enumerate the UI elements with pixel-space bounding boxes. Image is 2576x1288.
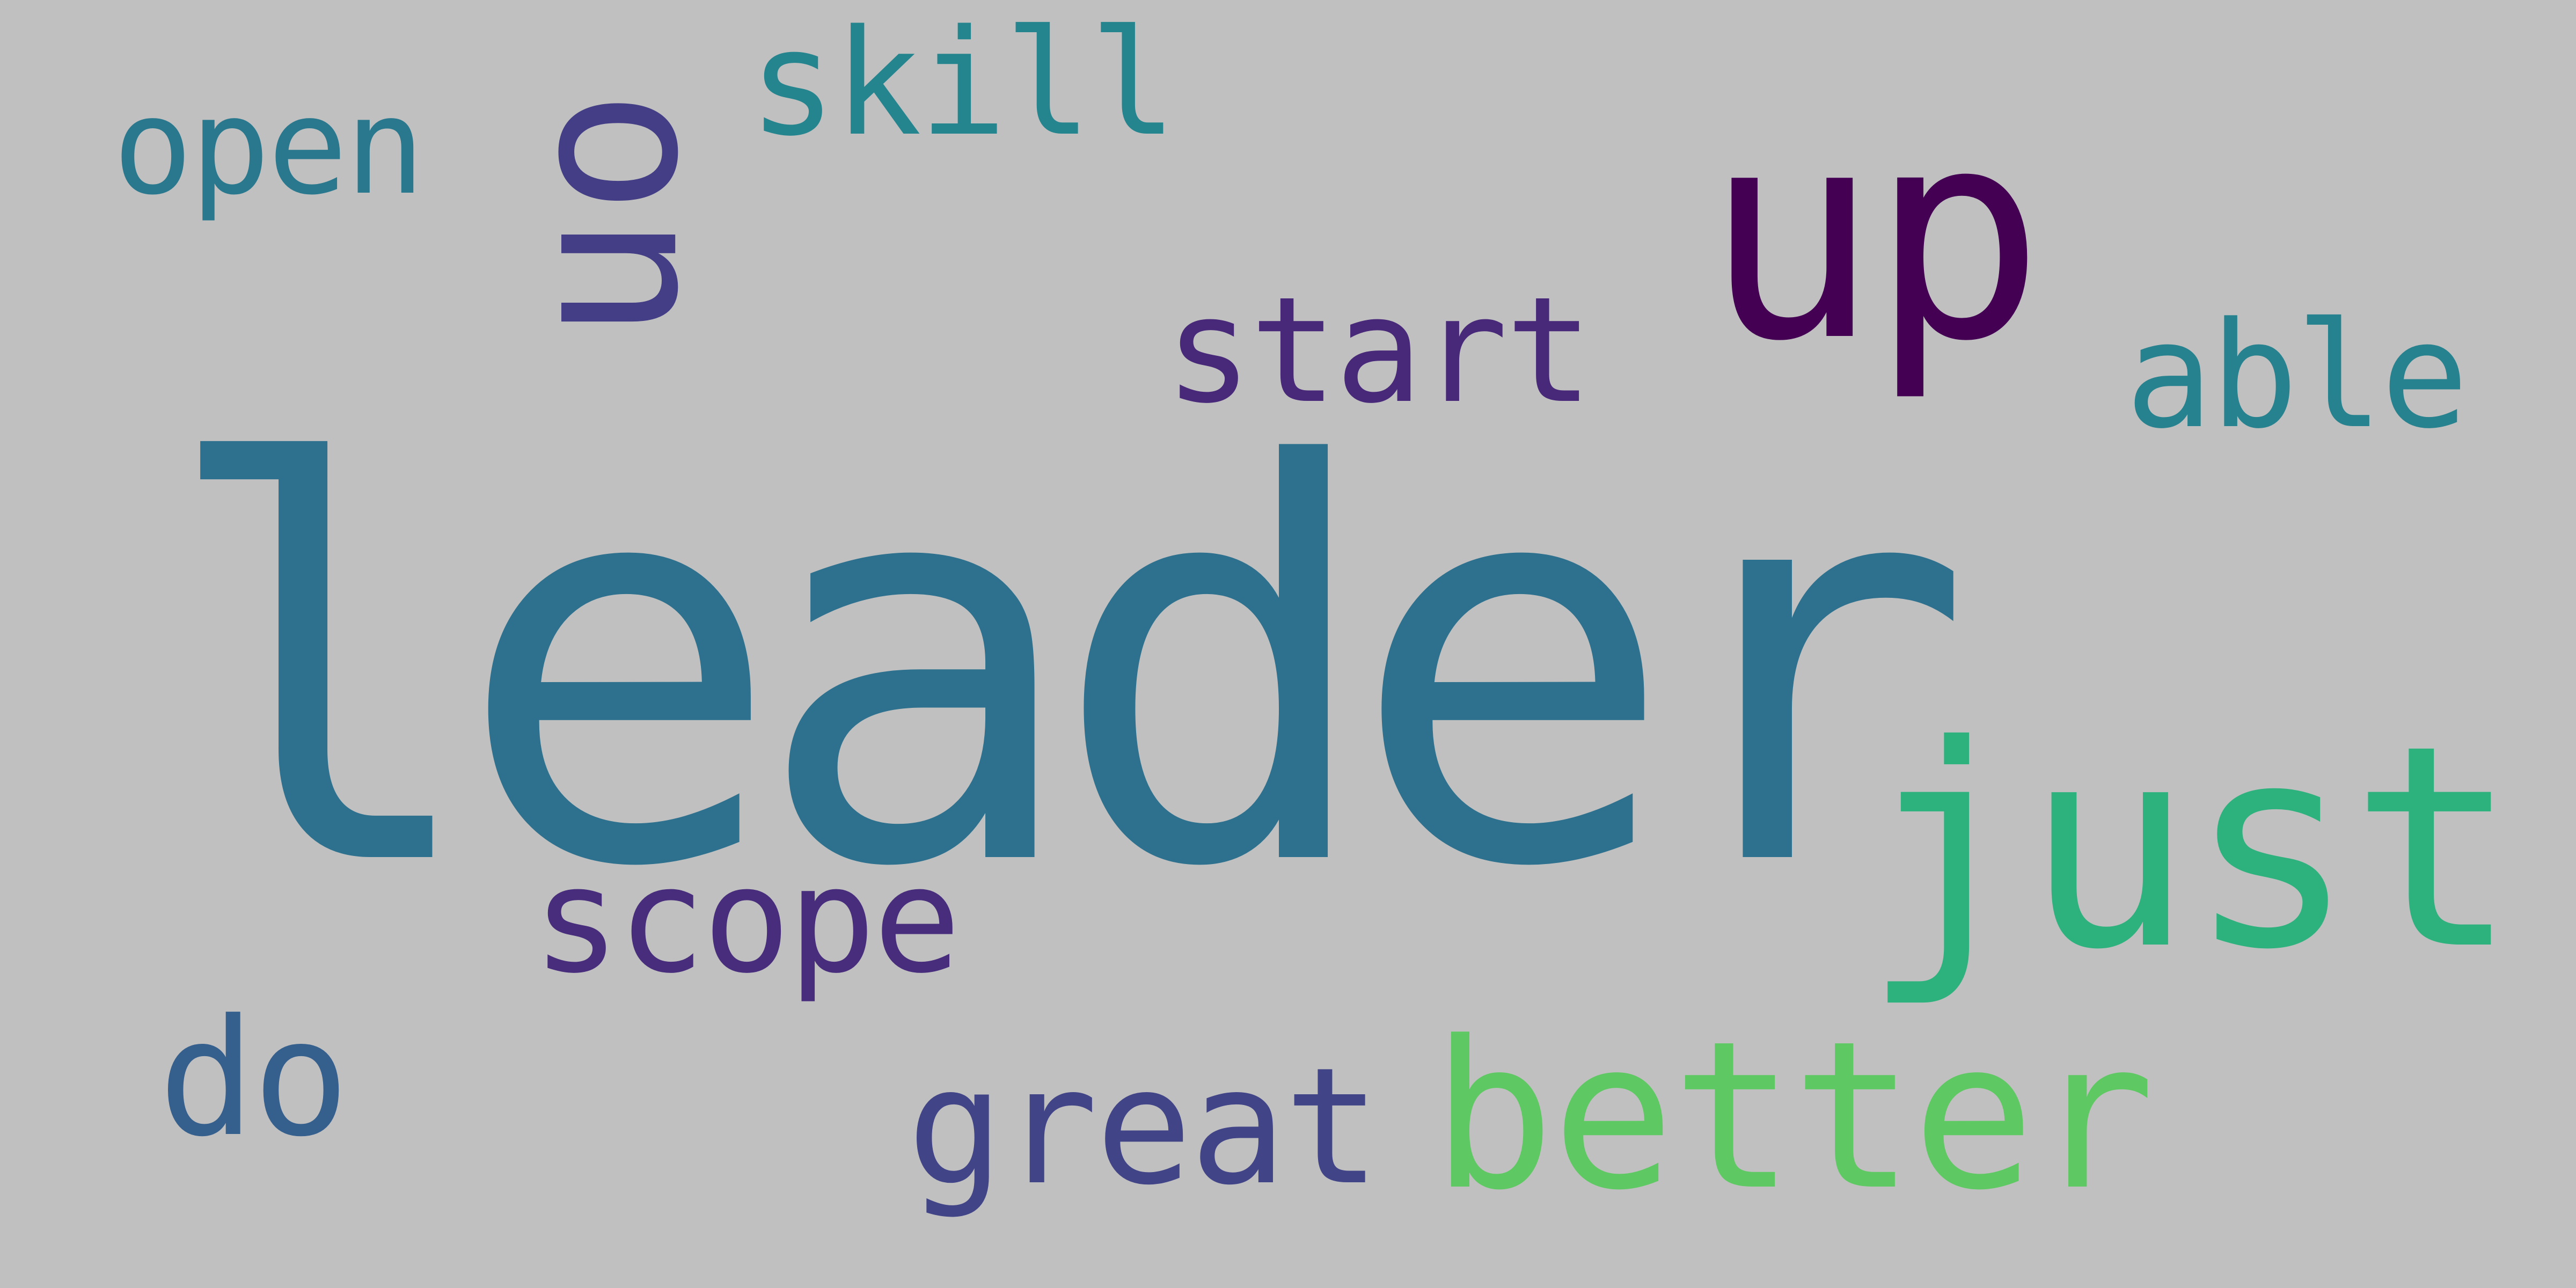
word-skill: skill xyxy=(749,0,1177,169)
word-able: able xyxy=(2125,291,2469,461)
word-do: do xyxy=(158,985,349,1172)
word-up: up xyxy=(1704,68,2045,405)
word-on: on xyxy=(512,89,755,340)
word-leader: leader xyxy=(158,353,1974,985)
word-just: just xyxy=(1862,685,2518,1011)
word-scope: scope xyxy=(532,836,961,1006)
word-great: great xyxy=(907,1033,1381,1220)
word-start: start xyxy=(1165,266,1593,436)
word-open: open xyxy=(113,70,425,224)
word-better: better xyxy=(1432,997,2155,1235)
